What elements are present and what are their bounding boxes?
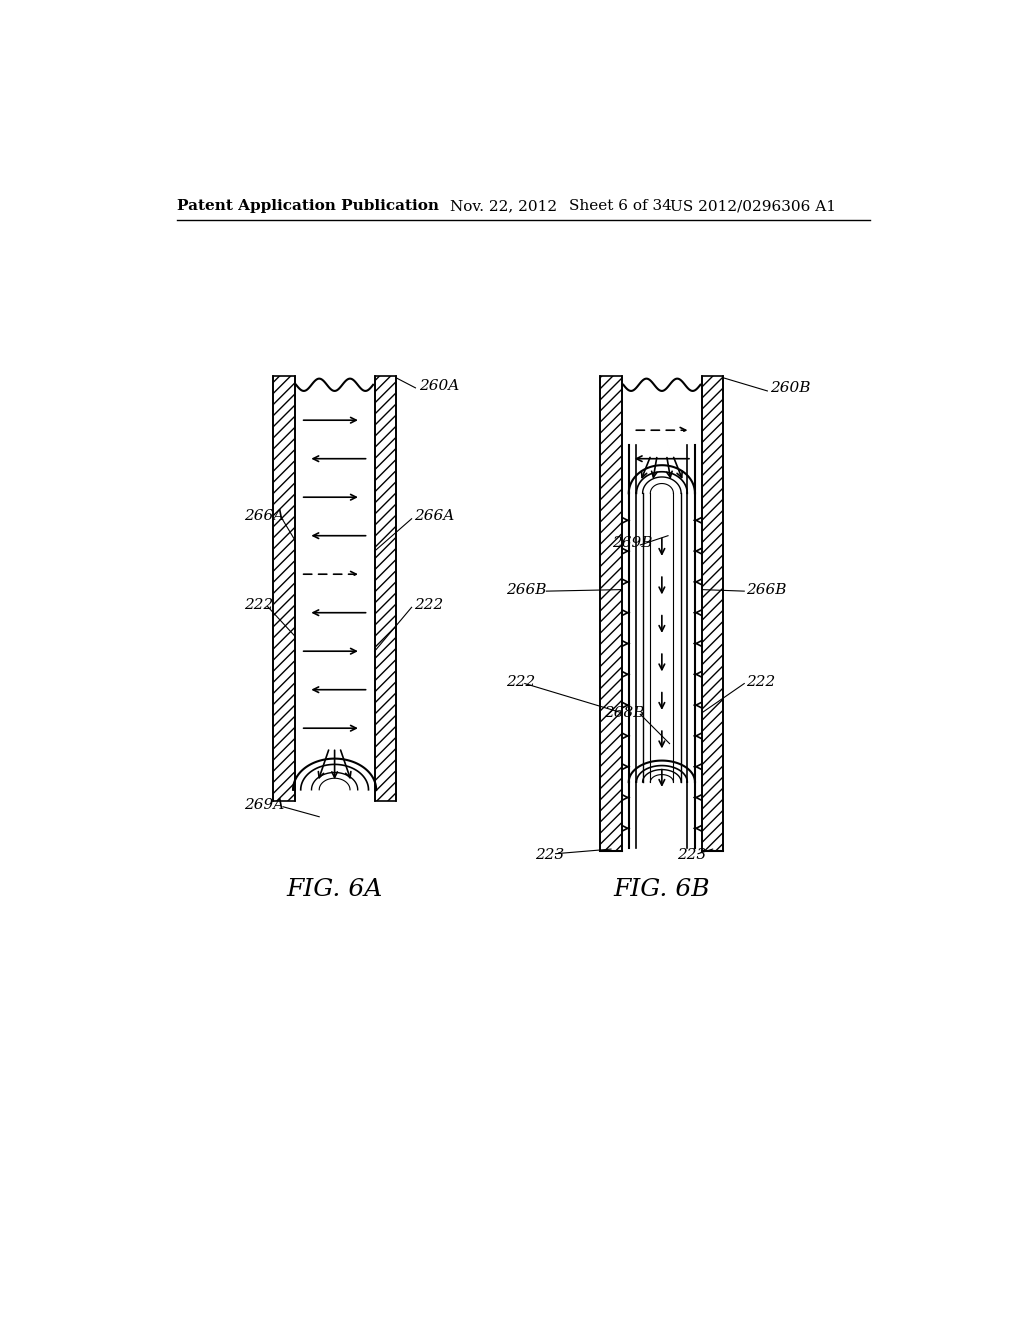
Bar (701, 376, 724, 851)
Text: FIG. 6A: FIG. 6A (287, 878, 383, 902)
Bar (600, 376, 622, 851)
Text: 266A: 266A (414, 510, 455, 524)
Text: 222: 222 (245, 598, 273, 612)
Text: 266B: 266B (506, 582, 547, 597)
Text: 266A: 266A (245, 510, 285, 524)
Text: 223: 223 (535, 849, 564, 862)
Text: 269B: 269B (611, 536, 652, 550)
Text: 260B: 260B (770, 381, 810, 395)
Text: 269A: 269A (245, 799, 285, 812)
Text: Sheet 6 of 34: Sheet 6 of 34 (569, 199, 673, 213)
Bar (273, 376, 295, 801)
Text: 266B: 266B (746, 582, 787, 597)
Text: 222: 222 (506, 675, 536, 689)
Text: 222: 222 (746, 675, 776, 689)
Text: 268B: 268B (604, 706, 645, 719)
Text: FIG. 6B: FIG. 6B (613, 878, 711, 902)
Text: US 2012/0296306 A1: US 2012/0296306 A1 (670, 199, 836, 213)
Text: 223: 223 (677, 849, 707, 862)
Text: Nov. 22, 2012: Nov. 22, 2012 (451, 199, 557, 213)
Text: 260A: 260A (419, 379, 460, 392)
Bar (375, 376, 396, 801)
Text: 222: 222 (414, 598, 443, 612)
Text: Patent Application Publication: Patent Application Publication (177, 199, 438, 213)
